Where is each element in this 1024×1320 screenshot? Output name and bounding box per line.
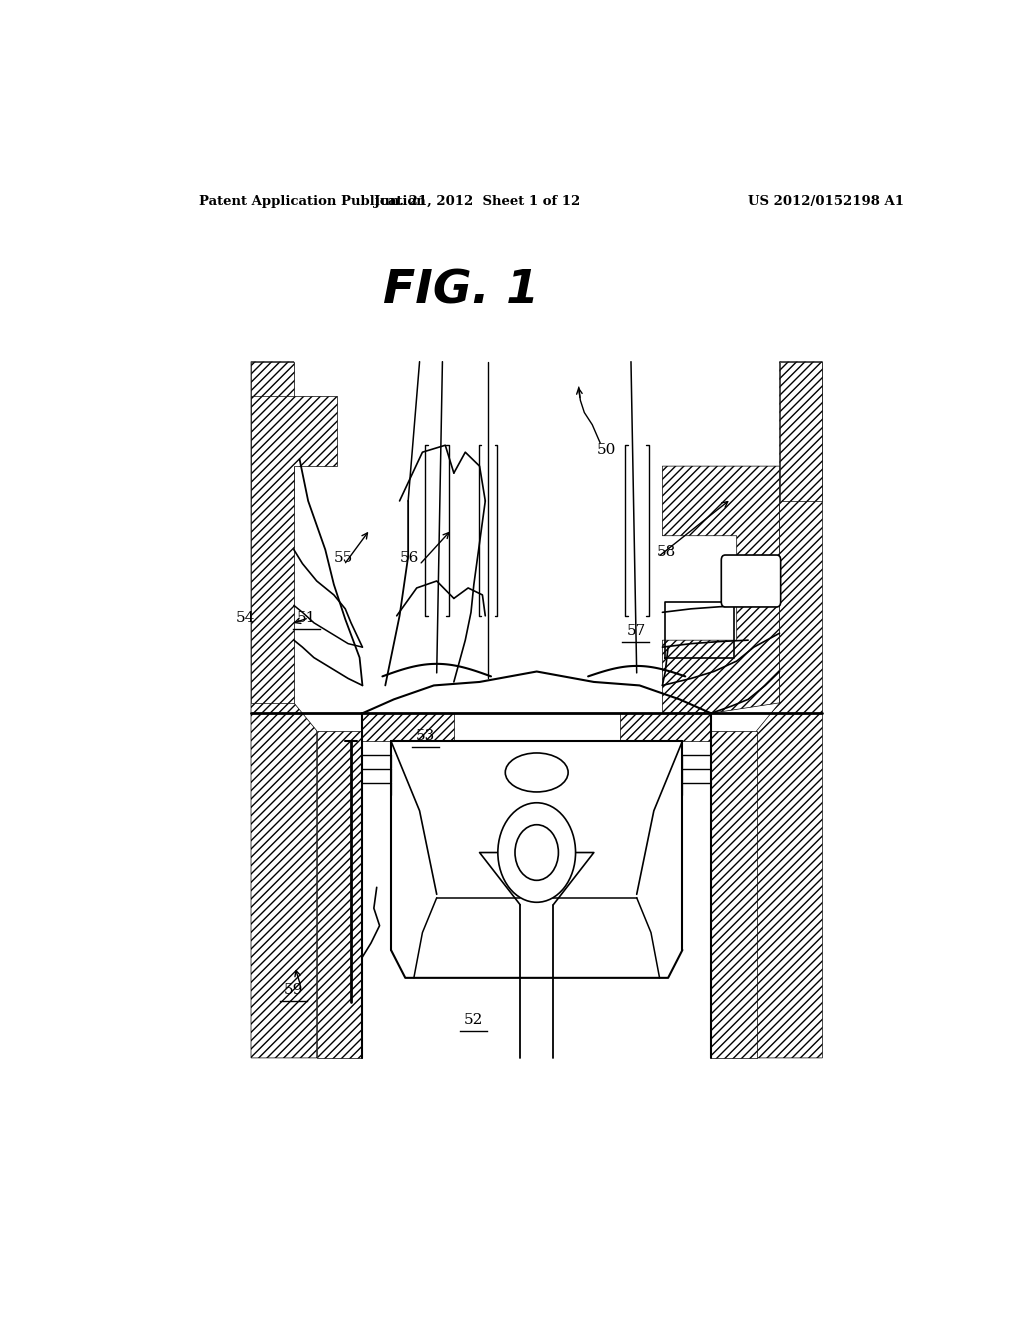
Text: 56: 56 — [400, 550, 420, 565]
Text: 54: 54 — [236, 611, 255, 624]
Ellipse shape — [505, 752, 568, 792]
Polygon shape — [251, 362, 316, 1057]
Polygon shape — [316, 731, 362, 1057]
Text: 52: 52 — [464, 1014, 483, 1027]
Text: Jun. 21, 2012  Sheet 1 of 12: Jun. 21, 2012 Sheet 1 of 12 — [374, 194, 581, 207]
FancyBboxPatch shape — [721, 554, 780, 607]
Text: 51: 51 — [297, 611, 316, 624]
Text: 53: 53 — [416, 729, 435, 743]
Text: 59: 59 — [284, 983, 303, 997]
Polygon shape — [663, 466, 779, 713]
Circle shape — [515, 825, 558, 880]
Polygon shape — [251, 362, 294, 500]
Polygon shape — [362, 713, 454, 741]
Polygon shape — [711, 731, 757, 1057]
Polygon shape — [757, 362, 822, 1057]
Text: Patent Application Publication: Patent Application Publication — [200, 194, 426, 207]
Text: FIG. 1: FIG. 1 — [383, 268, 540, 313]
Polygon shape — [779, 362, 822, 500]
Polygon shape — [251, 396, 337, 702]
Text: 58: 58 — [656, 545, 676, 558]
Text: 57: 57 — [627, 624, 645, 638]
Text: 55: 55 — [334, 550, 353, 565]
Circle shape — [498, 803, 575, 903]
Text: US 2012/0152198 A1: US 2012/0152198 A1 — [749, 194, 904, 207]
Text: 50: 50 — [597, 444, 616, 457]
Polygon shape — [620, 713, 711, 741]
